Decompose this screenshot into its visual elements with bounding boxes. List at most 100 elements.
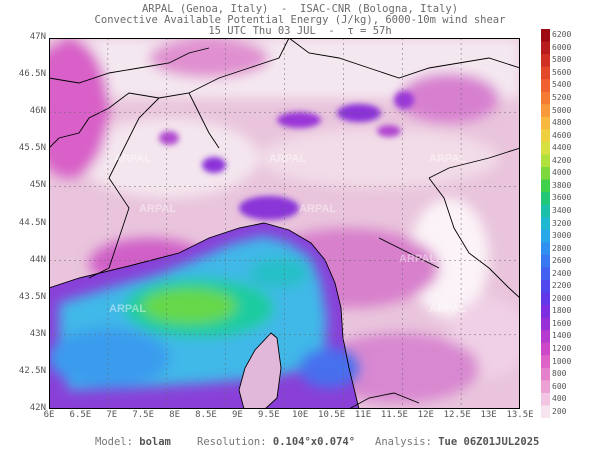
lon-tick-label: 6E bbox=[43, 410, 55, 420]
watermark-text: ARPAL bbox=[399, 253, 436, 265]
colorbar-swatch bbox=[541, 129, 550, 143]
colorbar-level-label: 3200 bbox=[552, 218, 572, 228]
colorbar-swatch bbox=[541, 204, 550, 218]
colorbar-level-label: 5400 bbox=[552, 80, 572, 90]
colorbar-level-label: 1400 bbox=[552, 331, 572, 341]
footer-model: Model: bolam bbox=[95, 436, 171, 448]
colorbar-swatch bbox=[541, 179, 550, 193]
colorbar-swatch bbox=[541, 167, 550, 181]
colorbar-swatch bbox=[541, 66, 550, 80]
lat-tick-label: 42N bbox=[29, 403, 46, 413]
colorbar-level-label: 6200 bbox=[552, 30, 572, 40]
colorbar-level-label: 2000 bbox=[552, 293, 572, 303]
colorbar-swatch bbox=[541, 305, 550, 319]
colorbar-level-label: 2400 bbox=[552, 268, 572, 278]
title-line-2: Convective Available Potential Energy (J… bbox=[94, 14, 506, 26]
colorbar-level-label: 2800 bbox=[552, 243, 572, 253]
colorbar-level-label: 3600 bbox=[552, 193, 572, 203]
lat-tick-label: 46N bbox=[29, 106, 46, 117]
cape-map: ARPAL ARPAL ARPAL ARPAL ARPAL ARPAL ARPA… bbox=[49, 38, 520, 409]
colorbar-swatch bbox=[541, 79, 550, 93]
colorbar-swatch bbox=[541, 242, 550, 256]
lon-tick-label: 11.5E bbox=[380, 410, 408, 420]
colorbar-level-label: 1600 bbox=[552, 318, 572, 328]
colorbar-level-label: 5600 bbox=[552, 67, 572, 77]
colorbar-level-label: 400 bbox=[552, 394, 567, 404]
lon-tick-label: 13.5E bbox=[506, 410, 534, 420]
cape-cells-purple bbox=[159, 91, 414, 220]
lon-tick-label: 8.5E bbox=[195, 410, 217, 420]
lat-tick-label: 45.5N bbox=[18, 143, 46, 154]
lon-tick-label: 12.5E bbox=[443, 410, 471, 420]
colorbar-swatch bbox=[541, 355, 550, 369]
colorbar-swatch bbox=[541, 154, 550, 168]
colorbar-level-label: 600 bbox=[552, 381, 567, 391]
title-line-1: ARPAL (Genoa, Italy) - ISAC-CNR (Bologna… bbox=[141, 3, 459, 15]
lat-tick-label: 46.5N bbox=[18, 69, 46, 80]
colorbar-swatch bbox=[541, 342, 550, 356]
watermark-text: ARPAL bbox=[429, 303, 466, 315]
lon-tick-label: 13E bbox=[480, 410, 497, 420]
colorbar-swatch bbox=[541, 54, 550, 68]
colorbar-swatch bbox=[541, 405, 550, 418]
lat-tick-label: 43N bbox=[29, 328, 46, 339]
colorbar-swatch bbox=[541, 141, 550, 155]
watermarks: ARPAL ARPAL ARPAL ARPAL ARPAL ARPAL ARPA… bbox=[109, 153, 466, 315]
colorbar-swatch bbox=[541, 292, 550, 306]
lon-tick-label: 10E bbox=[292, 410, 309, 420]
colorbar-level-label: 1200 bbox=[552, 343, 572, 353]
lat-tick-label: 43.5N bbox=[18, 291, 46, 302]
colorbar-level-label: 5800 bbox=[552, 55, 572, 65]
lat-tick-label: 44.5N bbox=[18, 217, 46, 228]
lat-tick-label: 47N bbox=[29, 32, 46, 42]
lat-tick-label: 45N bbox=[29, 180, 46, 191]
graticule bbox=[49, 38, 520, 409]
colorbar-level-label: 4000 bbox=[552, 168, 572, 178]
colorbar-level-label: 4800 bbox=[552, 118, 572, 128]
watermark-text: ARPAL bbox=[139, 203, 176, 215]
colorbar-level-label: 3000 bbox=[552, 231, 572, 241]
lon-tick-label: 12E bbox=[417, 410, 434, 420]
lon-tick-label: 10.5E bbox=[318, 410, 346, 420]
colorbar-swatch bbox=[541, 330, 550, 344]
colorbar-level-label: 200 bbox=[552, 406, 567, 416]
lat-tick-label: 42.5N bbox=[18, 365, 46, 376]
lon-tick-label: 8E bbox=[169, 410, 181, 420]
colorbar-swatch bbox=[541, 279, 550, 294]
map-frame bbox=[49, 38, 520, 409]
colorbar-level-label: 4600 bbox=[552, 130, 572, 140]
colorbar-swatch bbox=[541, 254, 550, 268]
lon-tick-label: 11E bbox=[354, 410, 372, 420]
watermark-text: ARPAL bbox=[109, 303, 146, 315]
colorbar-level-label: 800 bbox=[552, 369, 567, 379]
lon-tick-label: 6.5E bbox=[69, 410, 92, 420]
colorbar-level-label: 3800 bbox=[552, 180, 572, 190]
colorbar-swatch bbox=[541, 317, 550, 331]
colorbar-level-label: 2200 bbox=[552, 281, 572, 291]
colorbar-swatch bbox=[541, 217, 550, 231]
colorbar-level-label: 2600 bbox=[552, 256, 572, 266]
lon-tick-label: 7E bbox=[106, 410, 118, 420]
colorbar-swatch bbox=[541, 267, 550, 281]
colorbar bbox=[541, 29, 550, 418]
lon-tick-label: 9E bbox=[231, 410, 243, 420]
watermark-text: ARPAL bbox=[429, 153, 466, 165]
footer-resolution: Resolution: 0.104°x0.074° bbox=[197, 436, 356, 448]
title-line-3: 15 UTC Thu 03 JUL - τ = 57h bbox=[208, 25, 392, 37]
colorbar-swatch bbox=[541, 41, 550, 55]
analysis-value: Tue 06Z01JUL2025 bbox=[438, 436, 540, 448]
colorbar-level-label: 5200 bbox=[552, 93, 572, 103]
resolution-value: 0.104°x0.074° bbox=[272, 436, 356, 448]
model-value: bolam bbox=[139, 436, 171, 448]
coastlines-borders bbox=[49, 38, 520, 409]
colorbar-swatch bbox=[541, 229, 550, 243]
colorbar-swatch bbox=[541, 116, 550, 130]
colorbar-swatch bbox=[541, 367, 550, 381]
colorbar-level-label: 1800 bbox=[552, 306, 572, 316]
colorbar-level-label: 5000 bbox=[552, 105, 572, 115]
colorbar-swatch bbox=[541, 392, 550, 406]
colorbar-level-label: 4400 bbox=[552, 143, 572, 153]
colorbar-level-label: 4200 bbox=[552, 155, 572, 165]
colorbar-swatch bbox=[541, 29, 550, 43]
colorbar-level-label: 1000 bbox=[552, 356, 572, 366]
